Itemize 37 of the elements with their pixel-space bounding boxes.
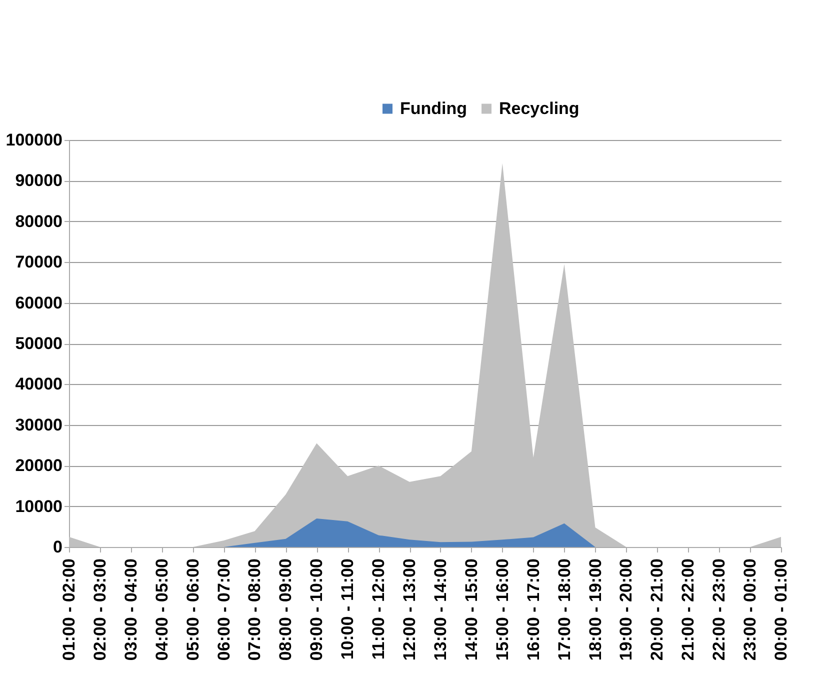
x-tick-label: 06:00 - 07:00 — [214, 558, 234, 661]
x-tick-label: 11:00 - 12:00 — [369, 558, 388, 660]
x-tick-label: 00:00 - 01:00 — [772, 558, 790, 661]
x-tick-label: 04:00 - 05:00 — [152, 558, 172, 661]
x-tick-label: 01:00 - 02:00 — [60, 558, 78, 661]
x-tick-label: 15:00 - 16:00 — [492, 558, 512, 661]
x-tick-label: 07:00 - 08:00 — [245, 558, 264, 661]
legend-label: Recycling — [499, 98, 580, 118]
x-tick-label: 14:00 - 15:00 — [462, 558, 481, 661]
x-tick-label: 12:00 - 13:00 — [400, 558, 420, 661]
x-tick-label: 03:00 - 04:00 — [121, 558, 140, 661]
x-tick-label: 08:00 - 09:00 — [276, 558, 296, 661]
y-tick-label: 80000 — [15, 212, 62, 231]
y-tick-label: 30000 — [15, 415, 62, 434]
x-tick-label: 10:00 - 11:00 — [338, 558, 358, 660]
y-tick-label: 70000 — [15, 252, 62, 272]
x-tick-label: 02:00 - 03:00 — [90, 558, 110, 661]
y-tick-label: 50000 — [15, 334, 62, 353]
x-tick-label: 16:00 - 17:00 — [524, 558, 543, 661]
legend-label: Funding — [400, 98, 468, 118]
x-tick-label: 05:00 - 06:00 — [183, 558, 202, 661]
x-tick-label: 19:00 - 20:00 — [616, 558, 636, 661]
x-tick-label: 18:00 - 19:00 — [586, 558, 605, 661]
x-tick-label: 17:00 - 18:00 — [554, 558, 574, 661]
y-tick-label: 60000 — [15, 293, 62, 312]
x-tick-label: 21:00 - 22:00 — [678, 558, 698, 661]
x-tick-label: 20:00 - 21:00 — [648, 558, 667, 661]
y-tick-label: 100000 — [6, 130, 62, 150]
x-tick-label: 23:00 - 00:00 — [740, 558, 760, 661]
x-tick-label: 22:00 - 23:00 — [710, 558, 729, 661]
x-tick-label: 09:00 - 10:00 — [307, 558, 326, 661]
x-tick-label: 13:00 - 14:00 — [430, 558, 450, 661]
y-tick-label: 10000 — [15, 496, 62, 516]
y-tick-label: 40000 — [15, 374, 62, 394]
y-tick-label: 90000 — [15, 171, 62, 190]
y-tick-label: 20000 — [15, 456, 62, 476]
y-tick-label: 0 — [53, 538, 62, 556]
